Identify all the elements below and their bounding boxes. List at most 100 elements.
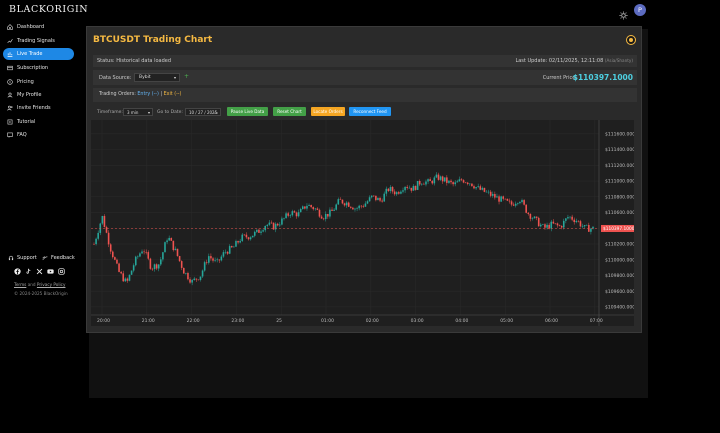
candle-body	[502, 196, 505, 199]
orders-entry: Entry (--)	[137, 92, 159, 97]
candle-body	[101, 216, 104, 224]
status-bar: Status: Historical data loaded Last Upda…	[93, 55, 637, 67]
sidebar-item-trading-signals[interactable]: Trading Signals	[3, 35, 74, 47]
candle-body	[339, 199, 342, 200]
candle-body	[408, 187, 411, 189]
candle-body	[301, 206, 304, 209]
price-tick-label: $110800.0000	[605, 194, 634, 200]
candle-body	[531, 218, 534, 219]
sidebar-item-my-profile[interactable]: My Profile	[3, 89, 74, 101]
candle-body	[228, 246, 231, 254]
sidebar-item-faq[interactable]: FAQ	[3, 129, 74, 141]
pause-live-data-button[interactable]: Pause Live Data	[227, 107, 268, 116]
candle-body	[103, 216, 106, 228]
candle-body	[195, 278, 198, 280]
candle-body	[264, 225, 267, 231]
candle-body	[245, 234, 248, 238]
candle-body	[350, 206, 352, 208]
candle-body	[247, 237, 250, 240]
candle-body	[375, 195, 377, 201]
timeframe-value: 3 min	[127, 109, 139, 115]
candle-body	[456, 181, 459, 183]
status-text: Status: Historical data loaded	[97, 58, 172, 64]
candle-body	[550, 221, 553, 229]
candle-body	[571, 216, 573, 220]
privacy-link[interactable]: Privacy Policy	[36, 282, 66, 287]
tiktok-icon[interactable]	[25, 268, 32, 275]
orders-separator: |	[160, 92, 163, 97]
terms-link[interactable]: Terms	[14, 282, 27, 287]
sidebar-item-label: Tutorial	[17, 119, 36, 125]
live-indicator[interactable]	[626, 35, 636, 45]
facebook-icon[interactable]	[14, 268, 21, 275]
sidebar-item-tutorial[interactable]: Tutorial	[3, 116, 74, 128]
theme-toggle-button[interactable]	[619, 5, 628, 20]
candle-body	[124, 278, 127, 282]
candle-body	[341, 199, 344, 204]
candle-body	[97, 232, 99, 239]
time-tick-label: 01:00	[321, 318, 334, 324]
candle-body	[565, 218, 567, 221]
time-tick-label: 21:00	[142, 318, 155, 324]
sidebar-item-subscription[interactable]: Subscription	[3, 62, 74, 74]
sidebar-item-pricing[interactable]: Pricing	[3, 76, 74, 88]
timeframe-select[interactable]: 3 min ▾	[123, 108, 153, 116]
time-tick-label: 23:00	[231, 318, 244, 324]
avatar[interactable]: P	[634, 4, 646, 16]
x-icon[interactable]	[36, 268, 43, 275]
candle-body	[562, 220, 565, 228]
sidebar-item-invite-friends[interactable]: Invite Friends	[3, 102, 74, 114]
candle-body	[489, 191, 492, 196]
price-tick-label: $110200.0000	[605, 242, 634, 248]
candle-body	[241, 234, 244, 241]
candle-body	[579, 221, 582, 227]
calendar-icon: ▭	[214, 109, 218, 115]
candle-body	[345, 202, 348, 206]
time-tick-label: 04:00	[455, 318, 468, 324]
candlestick-chart[interactable]: $111600.0000 $111400.0000 $111200.0000 $111…	[91, 120, 634, 326]
candle-body	[473, 186, 475, 189]
goto-date-input[interactable]: 10 / 27 / 2025 ▭	[185, 108, 221, 116]
candle-body	[462, 180, 465, 183]
sidebar-item-dashboard[interactable]: Dashboard	[3, 21, 74, 33]
candle-body	[99, 223, 102, 233]
candle-body	[448, 180, 450, 183]
instagram-icon[interactable]	[58, 268, 65, 275]
candle-body	[366, 201, 369, 204]
candle-body	[172, 240, 175, 251]
locate-orders-button[interactable]: Locate Orders	[311, 107, 345, 116]
candle-body	[176, 248, 179, 257]
profile-icon	[7, 92, 13, 98]
time-tick-label: 07:00	[590, 318, 603, 324]
candle-body	[187, 272, 189, 280]
trading-orders: Trading Orders: Entry (--) | Exit (--)	[99, 92, 181, 97]
reset-chart-button[interactable]: Reset Chart	[273, 107, 306, 116]
candle-body	[485, 191, 488, 193]
support-link[interactable]: Support	[8, 255, 37, 261]
data-source-bar: Data Source: Bybit ▾ + Current Price: $1…	[93, 70, 637, 85]
candle-body	[214, 260, 216, 261]
candle-body	[285, 213, 287, 219]
time-tick-label: 06:00	[545, 318, 558, 324]
candle-body	[279, 224, 281, 226]
sidebar-item-live-trade[interactable]: Live Trade	[3, 48, 74, 60]
add-source-button[interactable]: +	[184, 73, 190, 80]
candle-body	[182, 267, 185, 274]
candle-body	[446, 177, 448, 183]
candle-body	[226, 251, 229, 254]
candle-body	[180, 261, 183, 268]
candle-body	[147, 252, 150, 259]
sidebar-item-label: FAQ	[17, 132, 27, 138]
candle-body	[395, 192, 398, 195]
candle-body	[521, 200, 523, 203]
feedback-link[interactable]: Feedback	[42, 255, 75, 261]
timezone: (Asia/Shanty)	[604, 58, 633, 63]
youtube-icon[interactable]	[47, 268, 54, 275]
candle-body	[360, 205, 363, 207]
candle-body	[134, 256, 137, 266]
data-source-select[interactable]: Bybit ▾	[134, 73, 180, 82]
candle-body	[137, 256, 139, 258]
reconnect-feed-button[interactable]: Reconnect Feed	[349, 107, 391, 116]
brand-logo[interactable]: BLACKORIGIN	[9, 4, 89, 15]
candle-body	[253, 231, 256, 236]
